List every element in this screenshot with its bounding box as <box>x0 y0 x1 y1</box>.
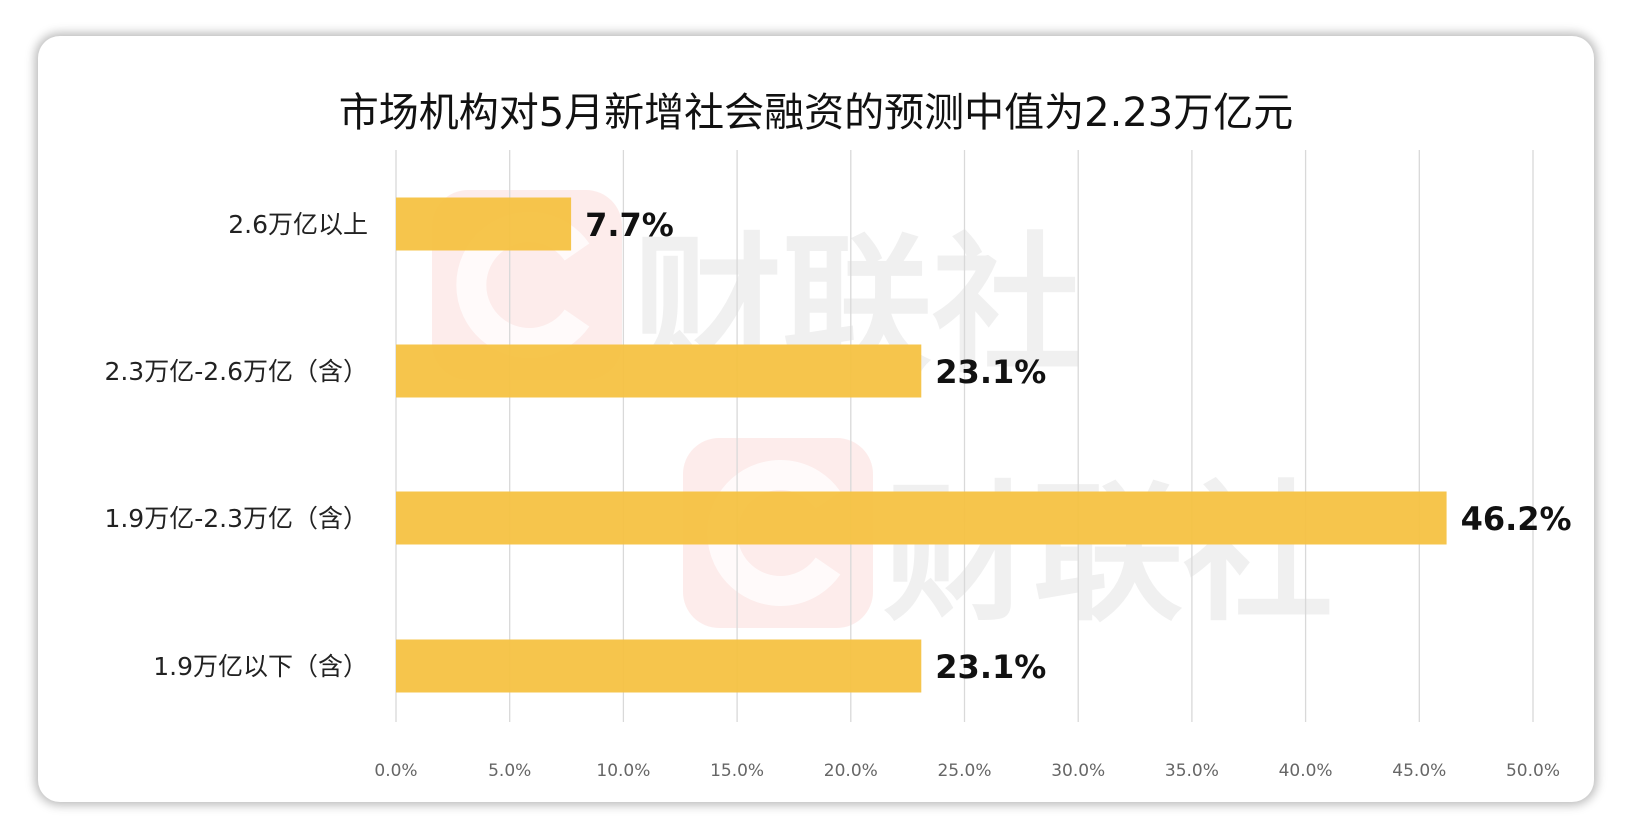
data-label: 23.1% <box>935 353 1046 391</box>
x-axis-tick-labels: 0.0% 5.0% 10.0% 15.0% 20.0% 25.0% 30.0% 35.0% 40… <box>374 761 1560 781</box>
category-label: 2.6万亿以上 <box>228 210 368 239</box>
category-label: 1.9万亿-2.3万亿（含） <box>104 504 368 533</box>
data-labels: 7.7% 23.1% 46.2% 23.1% <box>585 206 1572 686</box>
category-labels: 2.6万亿以上 2.3万亿-2.6万亿（含） 1.9万亿-2.3万亿（含） 1.9万亿… <box>104 210 368 681</box>
data-label: 7.7% <box>585 206 674 244</box>
x-tick-label: 50.0% <box>1506 761 1560 781</box>
category-label: 1.9万亿以下（含） <box>153 652 368 681</box>
category-label: 2.3万亿-2.6万亿（含） <box>104 357 368 386</box>
data-label: 46.2% <box>1461 500 1572 538</box>
bar <box>396 491 1447 545</box>
x-tick-label: 45.0% <box>1392 761 1446 781</box>
x-tick-label: 5.0% <box>488 761 531 781</box>
x-tick-label: 20.0% <box>824 761 878 781</box>
x-tick-label: 10.0% <box>596 761 650 781</box>
x-tick-label: 0.0% <box>374 761 417 781</box>
x-tick-label: 30.0% <box>1051 761 1105 781</box>
x-tick-label: 40.0% <box>1279 761 1333 781</box>
bar <box>396 197 572 251</box>
data-label: 23.1% <box>935 648 1046 686</box>
x-tick-label: 15.0% <box>710 761 764 781</box>
x-tick-label: 25.0% <box>937 761 991 781</box>
chart-title: 市场机构对5月新增社会融资的预测中值为2.23万亿元 <box>338 90 1294 136</box>
x-tick-label: 35.0% <box>1165 761 1219 781</box>
bar <box>396 639 922 693</box>
bar <box>396 344 922 398</box>
bars <box>396 197 1447 693</box>
